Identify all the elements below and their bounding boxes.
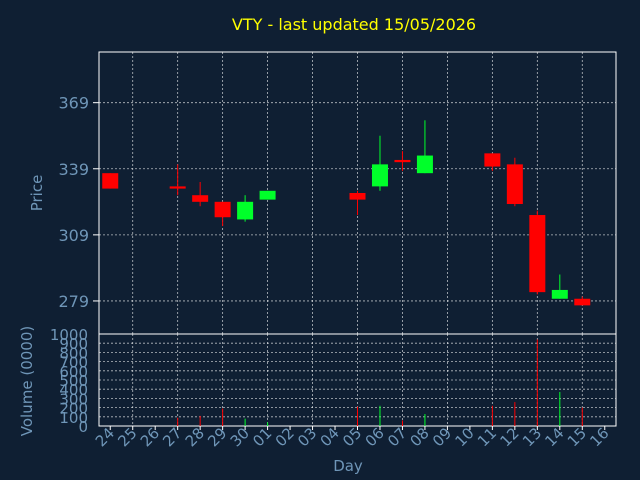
volume-tick-label: 300: [59, 390, 88, 408]
price-tick-label: 309: [58, 226, 89, 245]
chart-title: VTY - last updated 15/05/2026: [232, 15, 476, 34]
volume-tick-label: 900: [59, 335, 88, 353]
volume-tick-label: 800: [59, 344, 88, 362]
x-tick-label: 16: [586, 424, 612, 450]
candles: [102, 120, 591, 306]
volume-tick-label: 600: [59, 363, 88, 381]
candle-body: [237, 201, 254, 220]
candle-body: [551, 289, 568, 299]
x-tick-labels: 2425262728293001020304050607080910111213…: [92, 424, 613, 450]
candle-body: [214, 201, 231, 218]
candle-body: [574, 298, 591, 306]
candle-body: [394, 159, 411, 163]
volume-tick-label: 0: [78, 418, 88, 436]
volume-tick-label: 700: [59, 354, 88, 372]
price-tick-label: 279: [58, 292, 89, 311]
price-tick-labels: 279 309 339 369: [58, 94, 89, 311]
volume-bars: [177, 339, 583, 426]
candle-body: [169, 186, 186, 189]
candle-body: [484, 153, 501, 167]
volume-tick-label: 100: [59, 409, 88, 427]
volume-tick-label: 500: [59, 372, 88, 390]
x-axis-label: Day: [333, 457, 363, 475]
candle-body: [506, 164, 523, 205]
candle-body: [416, 155, 433, 174]
volume-tick-label: 200: [59, 400, 88, 418]
volume-tick-label: 1000: [50, 326, 88, 344]
candle-body: [102, 173, 119, 189]
candle-body: [259, 190, 276, 200]
price-tick-label: 339: [58, 160, 89, 179]
price-tick-label: 369: [58, 94, 89, 113]
y-axis-label: Price: [28, 175, 46, 212]
candle-body: [349, 193, 366, 200]
volume-tick-label: 400: [59, 381, 88, 399]
candle-body: [371, 164, 388, 187]
volume-axis-label: Volume (0000): [18, 326, 36, 436]
candle-body: [192, 195, 209, 202]
candle-body: [529, 215, 546, 293]
